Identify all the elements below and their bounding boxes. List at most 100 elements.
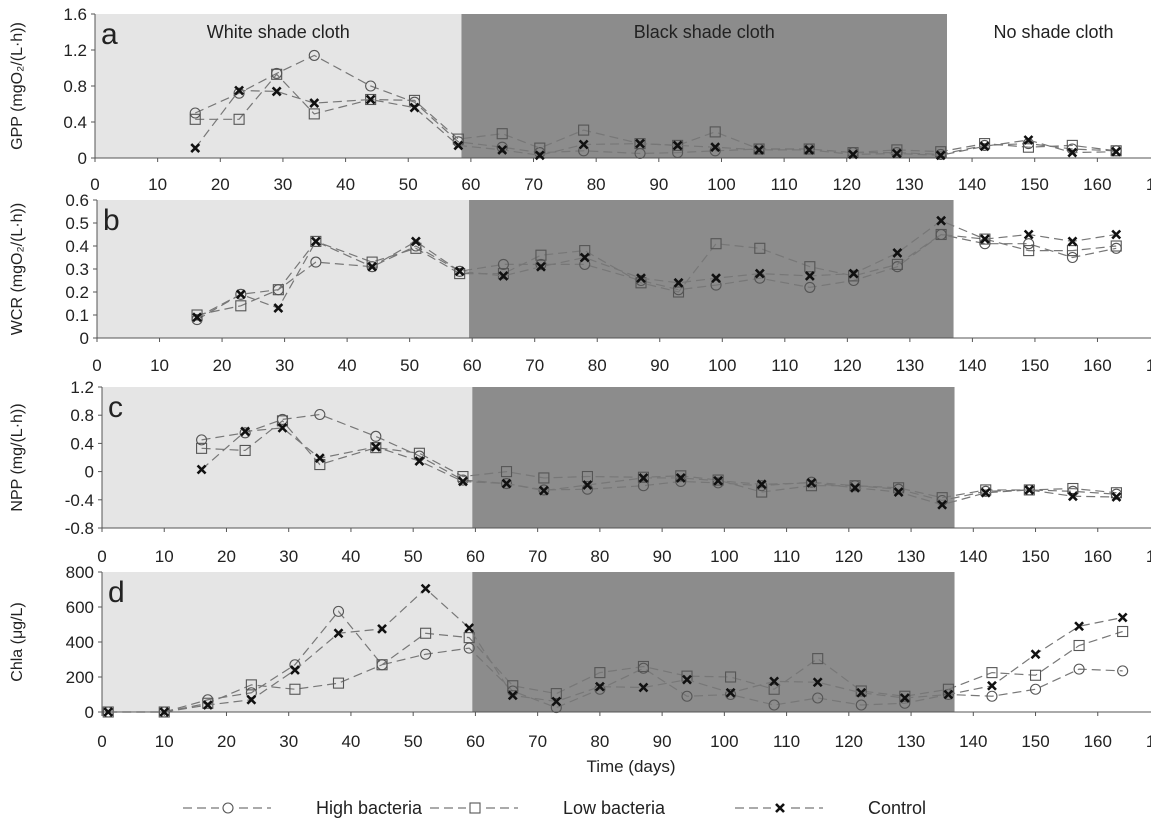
data-point	[365, 94, 376, 105]
legend: High bacteria Low bacteria Control	[183, 798, 926, 818]
data-point	[578, 124, 590, 136]
data-point	[420, 583, 431, 594]
series-circle	[191, 228, 1122, 326]
x-tick-label: 20	[217, 732, 236, 751]
data-point	[159, 707, 170, 717]
legend-marker	[469, 802, 481, 814]
x-tick-label: 70	[528, 547, 547, 566]
data-point	[935, 150, 946, 161]
data-point	[848, 149, 858, 160]
data-point	[806, 477, 817, 488]
data-point	[463, 632, 475, 644]
shade-region	[461, 14, 947, 158]
x-tick-label: 160	[1084, 732, 1112, 751]
data-point	[1111, 492, 1122, 502]
data-point	[582, 480, 593, 490]
data-point	[158, 706, 170, 718]
y-tick-label: 400	[66, 633, 94, 652]
region-label: Black shade cloth	[634, 22, 775, 42]
data-point	[986, 667, 998, 679]
data-point	[1073, 639, 1085, 652]
y-tick-label: 1.6	[63, 5, 87, 24]
x-tick-label: 50	[404, 732, 423, 751]
y-tick-label: 0.4	[63, 113, 87, 132]
series-cross	[190, 85, 1122, 161]
data-point	[308, 108, 320, 120]
data-point	[1111, 146, 1122, 157]
series-line	[201, 413, 1117, 502]
data-point	[980, 484, 992, 496]
x-tick-label: 160	[1083, 175, 1111, 194]
y-tick-label: 0.2	[65, 283, 89, 302]
y-tick-label: 800	[66, 563, 94, 582]
data-point	[579, 245, 591, 257]
shade-region	[95, 14, 462, 158]
x-tick-label: 120	[833, 175, 861, 194]
data-point	[239, 427, 251, 439]
data-point	[308, 49, 320, 61]
y-tick-label: 1.2	[70, 378, 94, 397]
x-tick-label: 80	[590, 732, 609, 751]
data-point	[893, 487, 904, 497]
data-point	[273, 303, 284, 314]
data-point	[1023, 245, 1035, 257]
y-tick-label: -0.8	[65, 519, 94, 538]
data-point	[672, 147, 684, 159]
data-point	[534, 142, 546, 154]
x-tick-label: 80	[590, 547, 609, 566]
data-point	[637, 660, 649, 673]
series-square	[196, 415, 1122, 504]
x-tick-label: 100	[707, 175, 735, 194]
x-tick-label: 110	[773, 732, 800, 751]
data-point	[538, 485, 549, 496]
data-point	[497, 144, 508, 155]
series-line	[196, 220, 1117, 318]
x-tick-label: 0	[90, 175, 99, 194]
shade-region	[953, 200, 1151, 338]
data-point	[943, 689, 954, 700]
data-point	[410, 236, 421, 247]
data-point	[333, 628, 344, 639]
data-point	[1067, 147, 1078, 158]
x-tick-label: 30	[279, 547, 298, 566]
data-point	[500, 466, 513, 478]
y-tick-label: 0.3	[65, 260, 89, 279]
data-point	[497, 258, 509, 270]
data-point	[1067, 236, 1078, 247]
chart-panel-a: White shade cloth Black shade cloth No sha…	[9, 5, 1151, 194]
x-tick-label: 150	[1021, 175, 1049, 194]
series-cross	[196, 422, 1122, 510]
x-tick-label: 80	[588, 356, 607, 375]
legend-marker	[775, 803, 785, 813]
data-point	[578, 139, 589, 150]
data-point	[377, 623, 387, 634]
data-point	[497, 268, 509, 280]
data-point	[202, 700, 213, 710]
data-point	[1023, 135, 1034, 145]
data-point	[370, 430, 382, 442]
data-point	[1066, 251, 1079, 264]
y-axis-label: NPP (mg/(L·h))	[9, 403, 26, 511]
data-point	[534, 150, 545, 161]
x-tick-label: 130	[895, 175, 923, 194]
x-tick-label: 90	[650, 356, 669, 375]
legend-label: High bacteria	[316, 798, 423, 818]
data-point	[756, 479, 767, 490]
x-tick-label: 90	[649, 175, 668, 194]
panel-letter: a	[101, 18, 118, 51]
data-point	[550, 688, 562, 700]
data-point	[675, 470, 687, 482]
x-tick-label: 150	[1021, 547, 1049, 566]
y-tick-label: 0	[80, 329, 89, 348]
x-tick-label: 10	[155, 547, 174, 566]
data-point	[637, 471, 649, 483]
x-tick-label: 50	[400, 356, 419, 375]
data-point	[1066, 139, 1078, 151]
x-tick-label: 170	[1146, 732, 1151, 751]
data-point	[1067, 482, 1079, 495]
data-point	[500, 478, 513, 490]
data-point	[638, 473, 649, 483]
x-tick-label: 70	[528, 732, 547, 751]
series-line	[108, 610, 1123, 713]
